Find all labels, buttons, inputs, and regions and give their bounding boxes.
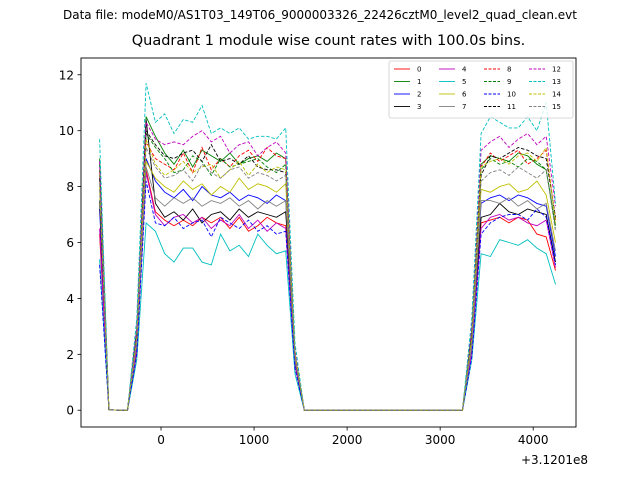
legend-label-2: 2 [417,91,421,99]
series-line-9 [99,132,556,411]
series-line-13 [99,83,556,411]
figure-suptitle: Data file: modeM0/AS1T03_149T06_90000033… [63,8,577,22]
legend-label-6: 6 [462,91,467,99]
legend-label-0: 0 [417,66,421,74]
series-line-3 [99,119,556,411]
y-tick-label: 8 [66,180,74,194]
legend-label-7: 7 [462,103,466,111]
legend-label-15: 15 [552,103,561,111]
x-offset-label: +3.1201e8 [520,453,588,467]
series-line-7 [99,166,556,411]
y-tick-label: 4 [66,292,74,306]
y-tick-label: 12 [59,68,74,82]
series-line-5 [99,221,556,411]
y-tick-label: 10 [59,124,74,138]
y-tick-label: 2 [66,348,74,362]
legend-label-11: 11 [507,103,516,111]
series-line-6 [99,159,556,411]
series-line-4 [99,172,556,411]
legend-label-5: 5 [462,78,466,86]
legend-label-12: 12 [552,66,561,74]
axes-frame [80,57,577,428]
series-line-10 [99,180,556,411]
series-line-1 [99,116,556,411]
x-tick-label: 4000 [518,433,549,447]
legend-label-10: 10 [507,91,516,99]
y-tick-label: 6 [66,236,74,250]
x-tick-label: 0 [157,433,165,447]
y-tick-label: 0 [66,404,74,418]
legend-label-4: 4 [462,66,467,74]
legend-box [388,60,574,119]
x-tick-label: 2000 [332,433,363,447]
x-tick-label: 1000 [239,433,270,447]
series-line-15 [99,147,556,411]
series-line-8 [99,140,556,411]
legend-label-1: 1 [417,78,421,86]
legend-label-9: 9 [507,78,511,86]
x-tick-label: 3000 [425,433,456,447]
series-line-14 [99,138,556,411]
series-lines [99,83,556,411]
chart-title: Quadrant 1 module wise count rates with … [131,33,526,49]
legend-label-14: 14 [552,91,561,99]
series-line-0 [99,169,556,411]
series-line-11 [99,129,556,411]
series-line-2 [99,158,556,411]
legend-label-13: 13 [552,78,561,86]
legend-label-8: 8 [507,66,511,74]
legend-label-3: 3 [417,103,421,111]
series-line-12 [99,120,556,411]
